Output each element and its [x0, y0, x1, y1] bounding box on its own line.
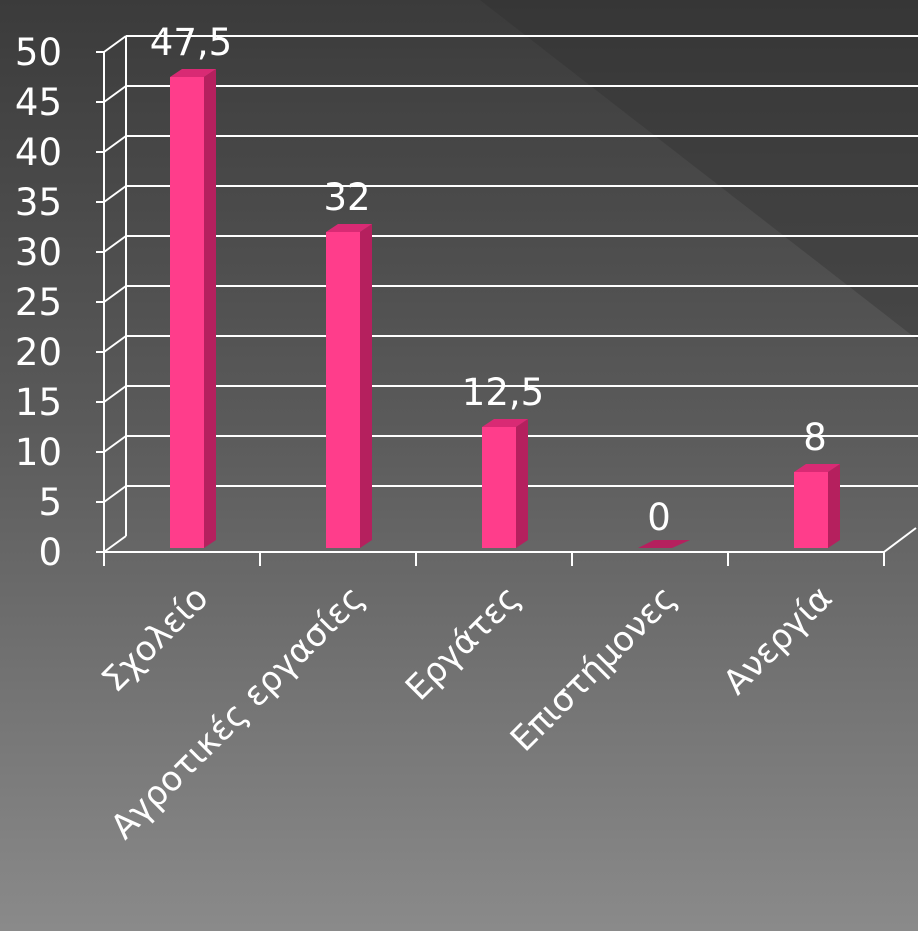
axes: [96, 36, 917, 566]
data-label: 8: [803, 416, 827, 459]
gridline-side: [103, 35, 127, 53]
y-tick-label: 5: [38, 481, 62, 524]
data-label: 12,5: [462, 371, 544, 414]
gridline-side: [103, 435, 127, 453]
data-label: 47,5: [150, 21, 232, 64]
gridline-side: [103, 485, 127, 503]
category-label: Ανεργία: [716, 578, 841, 703]
bar: [794, 464, 840, 548]
bar-side: [828, 464, 840, 548]
bar-zero-cap: [638, 540, 690, 548]
y-tick-label: 50: [15, 31, 62, 74]
bar-side: [204, 69, 216, 548]
bar: [170, 69, 216, 548]
data-label: 0: [647, 496, 671, 539]
bar-front: [794, 472, 828, 548]
floor-right-edge: [883, 527, 917, 553]
y-tick-label: 35: [15, 181, 62, 224]
category-label: Σχολείο: [94, 578, 216, 700]
bar-front: [482, 427, 516, 548]
data-label: 32: [323, 176, 370, 219]
y-tick-label: 40: [15, 131, 62, 174]
y-tick-label: 15: [15, 381, 62, 424]
y-tick-label: 20: [15, 331, 62, 374]
y-tick-label: 25: [15, 281, 62, 324]
category-label: Επιστήμονες: [503, 578, 685, 760]
background-diagonal-shade: [480, 0, 918, 340]
bar-top: [326, 224, 372, 232]
category-label: Εργάτες: [398, 578, 528, 708]
bars: [170, 69, 840, 548]
gridline-side: [103, 135, 127, 153]
bar-top: [482, 419, 528, 427]
bar-side: [516, 419, 528, 548]
bar: [638, 540, 690, 548]
gridline-side: [103, 385, 127, 403]
gridline-side: [103, 235, 127, 253]
gridline-side: [103, 335, 127, 353]
gridlines: [103, 35, 918, 553]
bar-front: [326, 232, 360, 548]
bar-top: [170, 69, 216, 77]
y-tick-label: 45: [15, 81, 62, 124]
gridline-side: [103, 85, 127, 103]
category-label: Αγροτικές εργασίες: [103, 578, 372, 847]
gridline-side: [103, 185, 127, 203]
y-tick-label: 0: [38, 531, 62, 574]
bar: [482, 419, 528, 548]
bar-front: [170, 77, 204, 548]
bar: [326, 224, 372, 548]
gridline-side: [103, 535, 127, 553]
y-tick-label: 30: [15, 231, 62, 274]
bar-side: [360, 224, 372, 548]
y-tick-label: 10: [15, 431, 62, 474]
bar-top: [794, 464, 840, 472]
gridline-side: [103, 285, 127, 303]
